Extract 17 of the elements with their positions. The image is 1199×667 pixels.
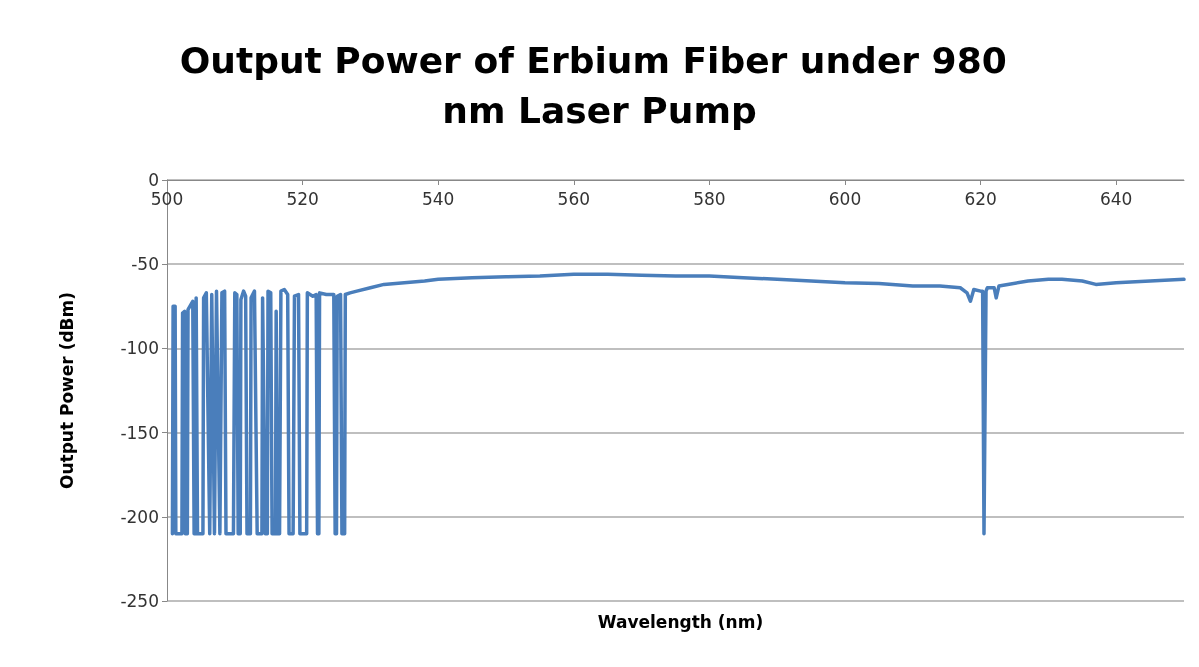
x-tick-label: 620 bbox=[964, 188, 997, 209]
x-axis-title: Wavelength (nm) bbox=[597, 611, 764, 632]
x-tick-label: 560 bbox=[557, 188, 591, 209]
x-tick-label: 520 bbox=[286, 188, 319, 209]
y-tick-label: 0 bbox=[148, 170, 159, 190]
x-tick-label: 600 bbox=[828, 188, 862, 209]
x-tick-label: 640 bbox=[1099, 188, 1133, 209]
y-tick-label: -100 bbox=[120, 338, 159, 359]
x-tick-label: 580 bbox=[693, 188, 726, 209]
y-tick-label: -50 bbox=[131, 254, 159, 275]
y-tick-label: -250 bbox=[120, 591, 159, 611]
x-tick-label: 540 bbox=[421, 188, 455, 209]
line-series bbox=[170, 272, 1186, 536]
chart-title: Output Power of Erbium Fiber under 980 nm Laser Pump bbox=[179, 39, 1020, 131]
y-tick-label: -200 bbox=[120, 506, 159, 527]
y-tick-label: -150 bbox=[120, 422, 159, 443]
y-axis-title: Output Power (dBm) bbox=[56, 291, 77, 490]
